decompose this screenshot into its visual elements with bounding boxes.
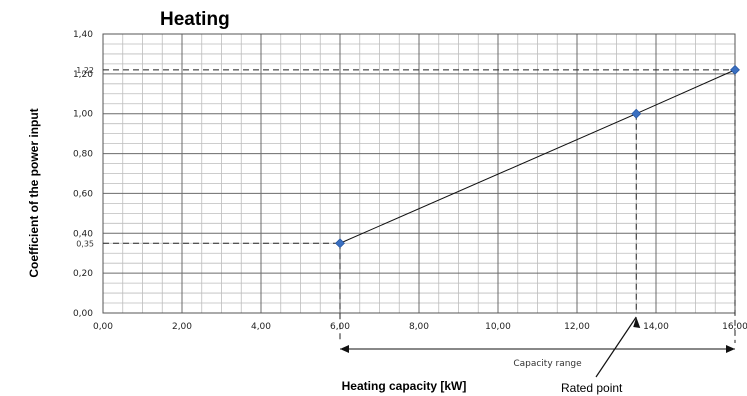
x-tick-label: 16,00 — [722, 322, 747, 332]
y-tick-label: 0,60 — [73, 189, 93, 199]
x-tick-label: 12,00 — [564, 322, 590, 332]
y-tick-label: 1,40 — [73, 30, 93, 40]
x-tick-label: 8,00 — [409, 322, 429, 332]
x-tick-labels: 0,00 2,00 4,00 6,00 8,00 10,00 12,00 14,00 16,00 — [93, 322, 747, 332]
rated-point-arrow — [595, 316, 637, 378]
y-axis-title: Coefficient of the power input — [27, 108, 41, 277]
y-tick-label: 1,00 — [73, 110, 93, 120]
value-label: 1,22 — [76, 66, 94, 75]
y-tick-label: 0,20 — [73, 269, 93, 279]
x-tick-label: 10,00 — [485, 322, 511, 332]
y-tick-label: 0,80 — [73, 150, 93, 160]
data-point — [335, 238, 345, 249]
arrow-head-left — [340, 345, 349, 353]
data-point — [730, 64, 740, 75]
arrow-head-right — [726, 345, 735, 353]
x-tick-label: 2,00 — [172, 322, 192, 332]
series — [335, 64, 740, 249]
y-tick-label: 1,20 — [73, 70, 93, 80]
x-tick-label: 14,00 — [643, 322, 669, 332]
annotations: 0,35 1,22 Capacity range Rated point — [76, 66, 735, 395]
value-label: 0,35 — [76, 239, 94, 248]
y-tick-labels: 0,00 0,20 0,40 0,60 0,80 1,00 1,20 1,40 — [73, 30, 93, 319]
capacity-range-label: Capacity range — [513, 359, 582, 369]
y-tick-label: 0,40 — [73, 229, 93, 239]
y-tick-label: 0,00 — [73, 309, 93, 319]
grid — [102, 33, 736, 314]
x-tick-label: 4,00 — [251, 322, 271, 332]
x-axis-title: Heating capacity [kW] — [342, 379, 467, 393]
guide-lines — [103, 69, 736, 343]
data-point — [631, 108, 642, 119]
x-tick-label: 0,00 — [93, 322, 113, 332]
rated-point-arrow-head — [633, 317, 641, 328]
rated-point-label: Rated point — [561, 381, 623, 395]
x-tick-label: 6,00 — [330, 322, 350, 332]
chart-title: Heating — [160, 9, 230, 30]
